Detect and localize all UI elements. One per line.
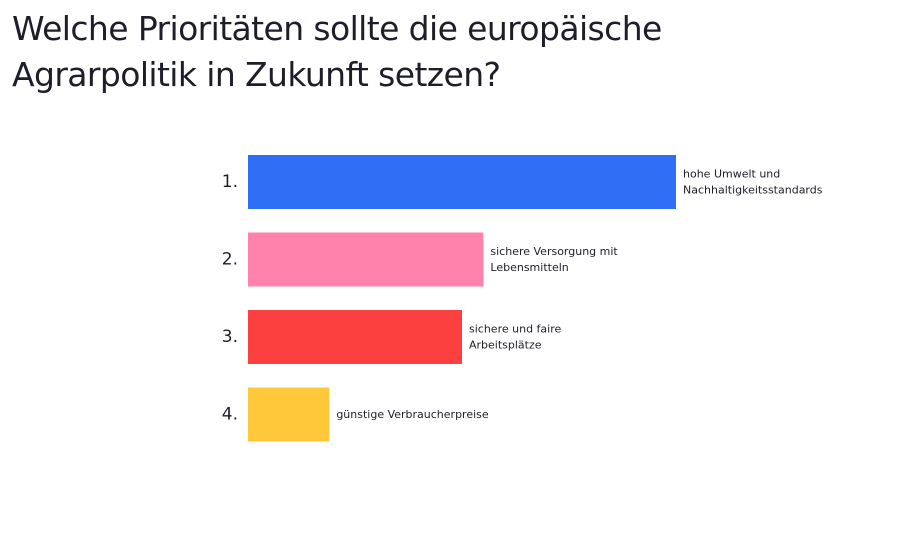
rank-label-2: 2. xyxy=(222,250,238,270)
rank-label-3: 3. xyxy=(222,327,238,347)
category-label-1-line-1: hohe Umwelt und xyxy=(683,168,780,181)
chart-title-line-2: Agrarpolitik in Zukunft setzen? xyxy=(12,55,501,94)
bar-1 xyxy=(248,155,676,209)
category-label-3-line-2: Arbeitsplätze xyxy=(469,339,542,352)
category-label-4-line-1: günstige Verbraucherpreise xyxy=(336,408,489,421)
bar-4 xyxy=(248,387,330,442)
bar-3 xyxy=(248,310,462,364)
category-label-2-line-1: sichere Versorgung mit xyxy=(490,245,618,258)
category-label-2-line-2: Lebensmitteln xyxy=(490,261,568,274)
rank-label-4: 4. xyxy=(222,405,238,425)
bar-2 xyxy=(248,232,484,287)
rank-label-1: 1. xyxy=(222,172,238,192)
chart-title-line-1: Welche Prioritäten sollte die europäisch… xyxy=(12,9,662,48)
chart-title: Welche Prioritäten sollte die europäisch… xyxy=(12,6,892,98)
category-label-1-line-2: Nachhaltigkeitsstandards xyxy=(683,184,823,197)
category-label-3-line-1: sichere und faire xyxy=(469,323,561,336)
